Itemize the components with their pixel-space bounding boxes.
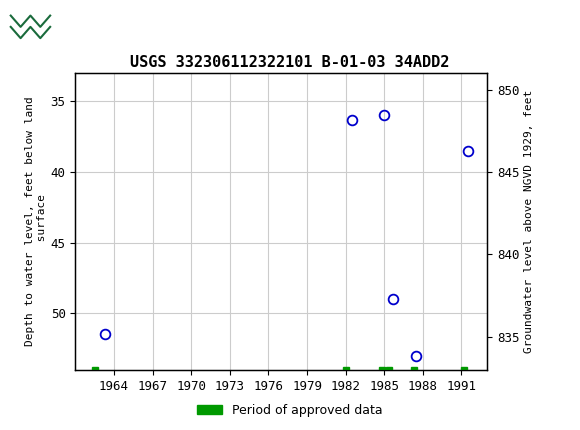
Text: USGS: USGS xyxy=(75,17,130,35)
Legend: Period of approved data: Period of approved data xyxy=(192,399,388,421)
Y-axis label: Groundwater level above NGVD 1929, feet: Groundwater level above NGVD 1929, feet xyxy=(524,90,534,353)
Y-axis label: Depth to water level, feet below land
 surface: Depth to water level, feet below land su… xyxy=(25,97,46,346)
Text: USGS 332306112322101 B-01-03 34ADD2: USGS 332306112322101 B-01-03 34ADD2 xyxy=(130,55,450,70)
FancyBboxPatch shape xyxy=(8,9,53,45)
